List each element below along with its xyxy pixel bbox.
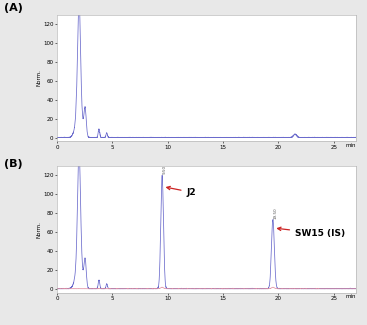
Text: min: min xyxy=(345,294,356,299)
Text: SW15 (IS): SW15 (IS) xyxy=(277,227,345,238)
Text: (B): (B) xyxy=(4,159,22,169)
Text: 9.50: 9.50 xyxy=(163,165,167,174)
Text: 19.50: 19.50 xyxy=(273,207,277,219)
Y-axis label: Norm.: Norm. xyxy=(37,221,41,238)
Y-axis label: Norm.: Norm. xyxy=(37,70,41,86)
Text: (A): (A) xyxy=(4,3,22,13)
Text: min: min xyxy=(345,143,356,148)
Text: J2: J2 xyxy=(167,186,196,197)
